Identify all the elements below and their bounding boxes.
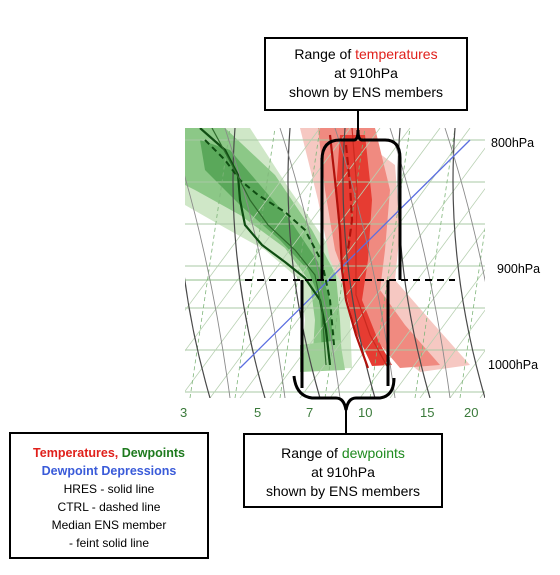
dry-adiabat-line <box>287 128 321 398</box>
temperatures-highlight: temperatures <box>355 46 438 62</box>
callout-line: Range of dewpoints <box>245 444 441 463</box>
isotherm-line <box>449 350 485 398</box>
isotherm-line <box>185 128 321 311</box>
temperature-median-line <box>351 128 389 369</box>
callout-line: at 910hPa <box>311 464 375 480</box>
isotherm-line <box>389 269 485 398</box>
moist-adiabat-line <box>555 128 560 398</box>
dry-adiabat-line <box>452 128 485 398</box>
isotherm-line <box>209 128 411 398</box>
callout-line: Range of temperatures <box>266 45 466 64</box>
legend-heading: Temperatures, Dewpoints <box>11 444 207 462</box>
dry-adiabat-line <box>232 128 266 398</box>
mixing-ratio-line <box>414 128 456 398</box>
callout-text: Range of <box>294 46 356 62</box>
temperature-range-callout: Range of temperatures at 910hPa shown by… <box>264 37 468 111</box>
grid-layer <box>185 128 560 398</box>
legend-ctrl: CTRL - dashed line <box>57 500 161 514</box>
x-tick-label: 20 <box>464 405 479 420</box>
legend-temperatures: Temperatures, <box>33 446 119 460</box>
pressure-label-1000: 1000hPa <box>488 358 539 372</box>
dewpoint-median-line <box>211 128 327 366</box>
moist-adiabat-line <box>444 128 485 283</box>
mixing-ratio-line <box>189 128 231 398</box>
mixing-ratio-line <box>369 128 411 398</box>
legend-box: Temperatures, Dewpoints Dewpoint Depress… <box>9 432 209 559</box>
isotherm-line <box>540 128 560 398</box>
moist-adiabat-line <box>334 128 396 398</box>
callout-line: shown by ENS members <box>288 84 444 100</box>
x-tick-label: 15 <box>420 405 435 420</box>
isotherm-line <box>419 309 485 398</box>
skew-t-plot-area <box>185 128 560 398</box>
mixing-ratio-line <box>279 128 321 398</box>
isotherm-line <box>185 128 381 392</box>
dewpoint-range-callout: Range of dewpoints at 910hPa shown by EN… <box>243 433 443 508</box>
pressure-label-800: 800hPa <box>491 136 535 150</box>
callout-text: Range of <box>281 445 342 461</box>
dry-adiabat-line <box>397 128 431 398</box>
x-tick-label: 3 <box>180 405 188 420</box>
legend-median-1: Median ENS member <box>51 518 167 532</box>
x-tick-label: 7 <box>306 405 314 420</box>
isotherm-line <box>185 128 351 352</box>
callout-line: shown by ENS members <box>265 483 421 499</box>
moist-adiabat-line <box>185 175 231 398</box>
legend-median-2: - feint solid line <box>68 536 150 550</box>
x-tick-label: 5 <box>254 405 262 420</box>
callout-line: at 910hPa <box>334 65 398 81</box>
temperature-ctrl-line <box>344 144 354 251</box>
dewpoints-highlight: dewpoints <box>341 445 405 461</box>
isotherm-line <box>239 128 441 398</box>
legend-hres: HRES - solid line <box>63 482 155 496</box>
mixing-ratio-line <box>459 226 485 398</box>
legend-depressions: Dewpoint Depressions <box>41 464 177 478</box>
legend-dewpoints: Dewpoints <box>121 446 185 460</box>
isotherm-line <box>359 228 485 398</box>
moist-adiabat-line <box>279 128 341 398</box>
pressure-label-900: 900hPa <box>497 262 541 276</box>
dry-adiabat-line <box>185 276 211 398</box>
x-tick-label: 10 <box>358 405 373 420</box>
temperature-hres-line <box>328 134 370 369</box>
dewpoint-depression-line <box>239 139 471 369</box>
mixing-ratio-line <box>234 128 276 398</box>
moist-adiabat-line <box>224 128 286 398</box>
